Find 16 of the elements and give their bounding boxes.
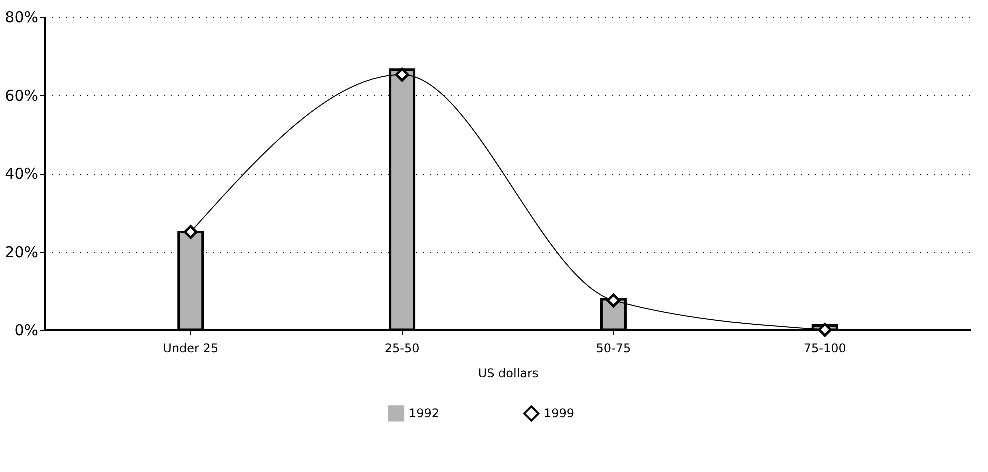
point: [184, 225, 198, 240]
y-tick-label: 0%: [14, 322, 38, 340]
legend-label: 1992: [409, 406, 440, 421]
y-tick-label: 40%: [5, 165, 38, 183]
y-tick-label: 60%: [5, 86, 38, 105]
point: [395, 68, 410, 82]
y-tick-label: 20%: [5, 243, 38, 262]
point: [606, 294, 621, 308]
x-tick-label: 75-100: [804, 342, 846, 356]
y-tick-label: 80%: [5, 8, 38, 26]
x-tick-label: Under 25: [163, 342, 219, 356]
point: [818, 323, 832, 337]
x-axis-title: US dollars: [478, 366, 539, 380]
legend-label: 1999: [544, 406, 575, 421]
x-tick-label: 25-50: [384, 342, 420, 356]
x-tick-label: 50-75: [596, 342, 632, 356]
